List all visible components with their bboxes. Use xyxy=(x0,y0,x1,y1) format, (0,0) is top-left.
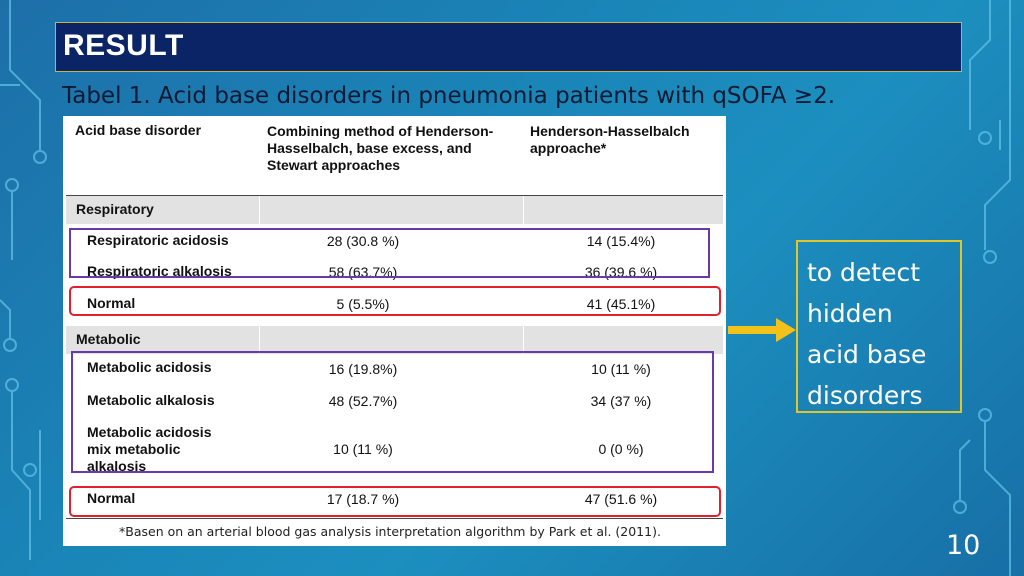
row-met-acidosis-name: Metabolic acidosis xyxy=(87,359,212,375)
highlight-metabolic-box xyxy=(71,351,714,473)
callout-line1: to detect xyxy=(807,258,921,287)
header-title: RESULT xyxy=(63,29,184,62)
header-hh-approach: Henderson-Hasselbalch approache* xyxy=(530,123,690,157)
callout-line2: hidden xyxy=(807,299,893,328)
section-respiratory: Respiratory xyxy=(66,196,723,224)
row-resp-normal-hh: 41 (45.1%) xyxy=(586,296,656,312)
section-metabolic: Metabolic xyxy=(66,326,723,354)
header-hh-line2: approache* xyxy=(530,140,607,156)
section-respiratory-label: Respiratory xyxy=(76,201,154,217)
callout-box: to detect hidden acid base disorders xyxy=(796,240,962,413)
row-resp-normal-name: Normal xyxy=(87,295,136,311)
callout-line3: acid base xyxy=(807,340,927,369)
header-hh-line1: Henderson-Hasselbalch xyxy=(530,123,690,139)
row-resp-acidosis-name: Respiratoric acidosis xyxy=(87,232,229,248)
page-number: 10 xyxy=(946,530,981,561)
row-met-mix-line1: Metabolic acidosis xyxy=(87,424,212,440)
row-met-acidosis-hh: 10 (11 %) xyxy=(591,361,651,377)
row-met-acidosis-combined: 16 (19.8%) xyxy=(328,361,398,377)
row-resp-alkalosis-name: Respiratoric alkalosis xyxy=(87,263,232,279)
header-combined-method: Combining method of Henderson- Hasselbal… xyxy=(267,123,493,174)
row-met-mix-line2: mix metabolic xyxy=(87,441,181,457)
row-met-alkalosis-hh: 34 (37 %) xyxy=(590,393,652,409)
highlight-met-normal-box xyxy=(69,486,721,517)
callout-line4: disorders xyxy=(807,381,923,410)
callout-text: to detect hidden acid base disorders xyxy=(807,252,926,416)
result-table: Acid base disorder Combining method of H… xyxy=(63,116,726,546)
row-met-mix-hh: 0 (0 %) xyxy=(598,441,644,457)
table-bottom-divider xyxy=(66,518,723,519)
row-resp-acidosis-hh: 14 (15.4%) xyxy=(586,233,656,249)
row-met-alkalosis-combined: 48 (52.7%) xyxy=(328,393,398,409)
row-met-mix-combined: 10 (11 %) xyxy=(333,441,393,457)
header-divider xyxy=(66,195,723,196)
row-met-normal-hh: 47 (51.6 %) xyxy=(584,491,658,507)
row-met-mix-line3: alkalosis xyxy=(87,458,147,474)
header-combined-line1: Combining method of Henderson- xyxy=(267,123,494,139)
highlight-respiratory-box xyxy=(69,228,710,278)
table-caption: Tabel 1. Acid base disorders in pneumoni… xyxy=(62,83,836,109)
header-combined-line2: Hasselbalch, base excess, and xyxy=(267,140,472,156)
table-footnote: *Basen on an arterial blood gas analysis… xyxy=(119,524,661,539)
header-combined-line3: Stewart approaches xyxy=(267,157,401,173)
arrow-right-icon xyxy=(728,318,796,342)
row-resp-normal-combined: 5 (5.5%) xyxy=(336,296,390,312)
row-resp-acidosis-combined: 28 (30.8 %) xyxy=(326,233,400,249)
header-acid-base-disorder: Acid base disorder xyxy=(75,122,202,138)
section-metabolic-label: Metabolic xyxy=(76,331,141,347)
row-met-mix-name: Metabolic acidosis mix metabolic alkalos… xyxy=(87,424,211,475)
highlight-resp-normal-box xyxy=(69,286,721,316)
header-bar: RESULT xyxy=(55,22,962,72)
row-met-normal-name: Normal xyxy=(87,490,136,506)
row-met-alkalosis-name: Metabolic alkalosis xyxy=(87,392,215,408)
row-met-normal-combined: 17 (18.7 %) xyxy=(326,491,400,507)
